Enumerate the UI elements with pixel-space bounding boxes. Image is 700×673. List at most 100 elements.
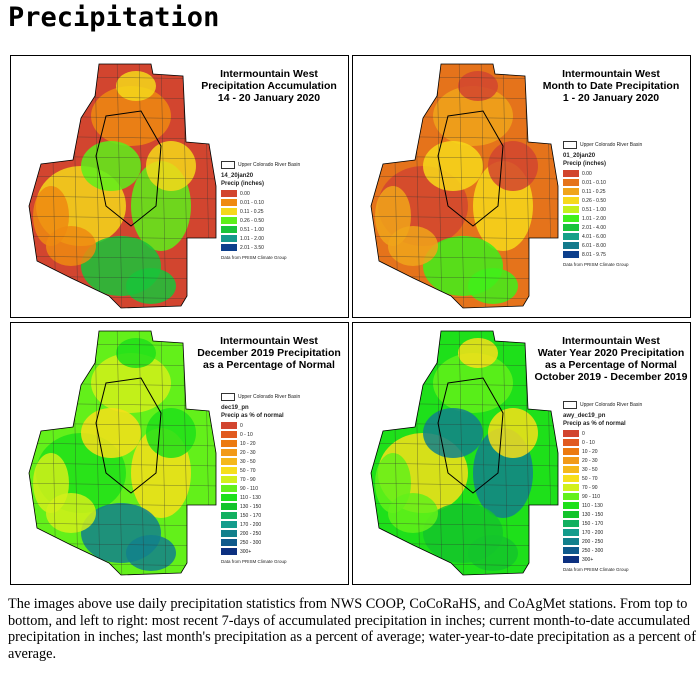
legend-label: 50 - 70 (582, 475, 598, 482)
precip-region (423, 408, 483, 458)
legend-item: 1.01 - 2.00 (563, 214, 642, 223)
map-title: Intermountain West December 2019 Precipit… (189, 335, 348, 371)
legend-label: 70 - 90 (240, 476, 256, 483)
legend-swatch (221, 494, 237, 501)
legend-label: 2.01 - 4.00 (582, 224, 606, 231)
precip-region (33, 186, 69, 246)
map-title-line: Month to Date Precipitation (542, 80, 680, 92)
map-title-line: 1 - 20 January 2020 (562, 92, 660, 104)
legend-label: 170 - 200 (240, 521, 262, 528)
legend-label: 30 - 50 (582, 466, 598, 473)
map-title-line: Intermountain West (562, 68, 660, 80)
legend-label: 0.11 - 0.25 (582, 188, 606, 195)
map-panel-7day: Intermountain West Precipitation Accumula… (10, 55, 349, 318)
legend-label: 0 - 10 (240, 431, 253, 438)
precip-region (33, 453, 69, 513)
legend-swatch (221, 190, 237, 197)
legend-swatch (221, 440, 237, 447)
legend-label: 20 - 30 (582, 457, 598, 464)
precipitation-map (370, 63, 559, 309)
legend-swatch (221, 449, 237, 456)
legend-swatch (221, 512, 237, 519)
legend-item: 0.01 - 0.10 (221, 198, 300, 207)
legend-item: 70 - 90 (563, 483, 642, 492)
legend-swatch (563, 511, 579, 518)
legend-label: 0.51 - 1.00 (582, 206, 606, 213)
legend-swatch (221, 431, 237, 438)
legend-label: 110 - 130 (240, 494, 261, 501)
map-title-line: as a Percentage of Normal (203, 359, 335, 371)
basin-legend-entry: Upper Colorado River Basin (563, 141, 642, 149)
legend-label: 0.11 - 0.25 (240, 208, 264, 215)
legend-label: 130 - 150 (240, 503, 262, 510)
legend-item: 0.00 (563, 169, 642, 178)
legend-label: 0 (240, 422, 243, 429)
legend-swatch (563, 538, 579, 545)
legend-swatch (563, 197, 579, 204)
legend-item: 0.51 - 1.00 (563, 205, 642, 214)
legend-label: 10 - 20 (240, 440, 256, 447)
legend-swatch (221, 208, 237, 215)
map-legend: Upper Colorado River Basin 01_20jan20 Pr… (563, 141, 642, 267)
legend-swatch (563, 179, 579, 186)
legend-label: 8.01 - 9.75 (582, 251, 606, 258)
precip-region (375, 186, 411, 246)
map-title-line: October 2019 - December 2019 (534, 371, 688, 383)
legend-swatch (221, 548, 237, 555)
legend-swatch (563, 484, 579, 491)
legend-swatch (221, 199, 237, 206)
legend-swatch (563, 224, 579, 231)
map-legend: Upper Colorado River Basin 14_20jan20 Pr… (221, 161, 300, 260)
legend-item: 0.11 - 0.25 (563, 187, 642, 196)
legend-item: 250 - 300 (563, 546, 642, 555)
legend-label: 110 - 130 (582, 502, 603, 509)
legend-label: 2.01 - 3.50 (240, 244, 264, 251)
legend-label: 0.00 (582, 170, 592, 177)
legend-title: Precip (inches) (563, 161, 607, 167)
legend-label: 6.01 - 8.00 (582, 242, 606, 249)
map-title: Intermountain West Precipitation Accumula… (189, 68, 348, 104)
map-title-line: Water Year 2020 Precipitation (537, 347, 685, 359)
legend-swatch (563, 251, 579, 258)
legend-label: 250 - 300 (582, 547, 604, 554)
data-source: Data from PRISM Climate Group (563, 567, 629, 572)
precip-region (126, 268, 176, 304)
legend-swatch (221, 235, 237, 242)
legend-item: 30 - 50 (563, 465, 642, 474)
data-source: Data from PRISM Climate Group (563, 262, 629, 267)
legend-label: 50 - 70 (240, 467, 256, 474)
legend-item: 4.01 - 6.00 (563, 232, 642, 241)
legend-item: 150 - 170 (563, 519, 642, 528)
basin-outline-swatch (563, 141, 577, 149)
legend-label: 70 - 90 (582, 484, 598, 491)
legend-swatch (563, 448, 579, 455)
legend-item: 1.01 - 2.00 (221, 234, 300, 243)
legend-swatch (563, 233, 579, 240)
legend-label: 0.26 - 0.50 (582, 197, 606, 204)
legend-item: 8.01 - 9.75 (563, 250, 642, 259)
basin-legend-entry: Upper Colorado River Basin (221, 161, 300, 169)
legend-title: Precip as % of normal (563, 421, 626, 427)
legend-label: 170 - 200 (582, 529, 604, 536)
legend-swatch (221, 521, 237, 528)
caption: The images above use daily precipitation… (8, 596, 696, 662)
basin-outline-swatch (221, 161, 235, 169)
precip-region (423, 141, 483, 191)
legend-label: 1.01 - 2.00 (240, 235, 264, 242)
legend-item: 110 - 130 (221, 493, 300, 502)
legend-swatch (221, 458, 237, 465)
legend-item: 90 - 110 (221, 484, 300, 493)
legend-label: 1.01 - 2.00 (582, 215, 606, 222)
legend-item: 2.01 - 4.00 (563, 223, 642, 232)
precipitation-map (28, 330, 217, 576)
precip-region (91, 86, 171, 146)
basin-label: Upper Colorado River Basin (580, 142, 643, 148)
legend-item: 0 - 10 (563, 438, 642, 447)
legend-item: 70 - 90 (221, 475, 300, 484)
legend-title: Precip (inches) (221, 181, 265, 187)
precip-region (146, 408, 196, 458)
precip-region (116, 71, 156, 101)
legend-label: 200 - 250 (240, 530, 262, 537)
legend-swatch (221, 244, 237, 251)
layer-name: awy_dec19_pn (563, 413, 606, 419)
